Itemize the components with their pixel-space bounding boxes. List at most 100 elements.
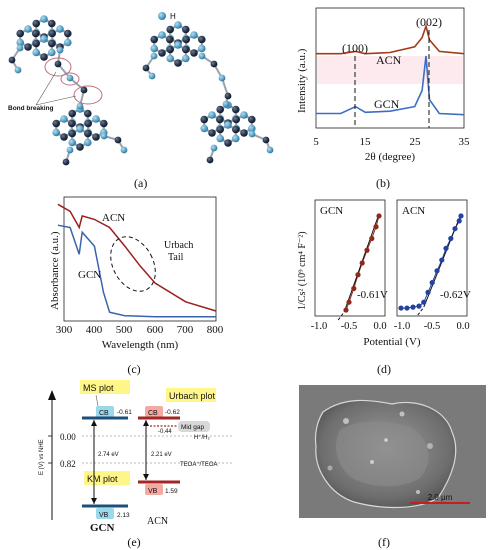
ms-plot-pointer <box>95 394 99 407</box>
mol-left-atom <box>66 146 74 154</box>
mol-left-atom <box>14 66 22 74</box>
h-legend-label: H <box>170 12 176 21</box>
energy-axis-arrow <box>48 390 56 400</box>
panel-c: ACN GCN Urbach Tail Absorbance (a.u.) 30… <box>49 196 224 376</box>
acn-vb-value: 1.59 <box>165 488 178 495</box>
xrd-x-ticks: 5 15 25 35 <box>313 136 470 148</box>
mol-left-atom <box>47 48 56 57</box>
mol-left-atom <box>16 44 24 52</box>
mol-left-atom <box>40 53 48 61</box>
acn-mid-gap-value: -0.44 <box>158 429 172 435</box>
panel-e: E (V) vs NHE 0.00 0.82 H⁺/H₂ TEOA⁺/TEOA … <box>39 380 232 549</box>
xrd-tick: 15 <box>360 136 372 148</box>
gcn-caption: GCN <box>90 522 115 534</box>
ms-acn-point <box>434 268 440 274</box>
mol-right-atom <box>206 156 214 164</box>
ms-acn-fit-extension <box>417 306 425 316</box>
acn-vb-label: VB <box>148 488 158 495</box>
ms-gcn-series <box>337 213 382 321</box>
energy-value-082: 0.82 <box>60 459 76 469</box>
mol-left-atom <box>92 133 100 141</box>
molecule-right <box>142 21 274 164</box>
mol-left-atom <box>16 38 25 47</box>
mol-right-atom <box>240 129 248 137</box>
peak-002-label: (002) <box>416 15 442 29</box>
mol-left-atom <box>68 138 77 147</box>
ms-gcn-point <box>364 247 370 253</box>
acn-gap-arrowhead-top <box>143 420 149 426</box>
ms-tick: -1.0 <box>394 321 411 332</box>
mol-right-atom <box>190 49 198 57</box>
mol-right-atom <box>150 52 158 60</box>
xrd-ylabel: Intensity (a.u.) <box>296 48 308 113</box>
mol-right-atom <box>190 31 198 39</box>
bond-arrow-1 <box>35 71 57 106</box>
sem-particle-core <box>336 421 429 487</box>
mol-right-atom <box>232 115 241 124</box>
mol-left-atom <box>92 115 100 123</box>
series-acn-label: ACN <box>376 53 402 67</box>
mol-left-atom <box>67 119 76 128</box>
absorbance-line-acn <box>57 203 217 312</box>
mol-right-atom <box>166 54 175 63</box>
gcn-vb-label: VB <box>99 512 109 519</box>
energy-value-0: 0.00 <box>60 432 76 442</box>
ms-acn-frame <box>396 199 468 317</box>
ms-acn-point <box>421 299 427 305</box>
ms-plot-badge <box>80 380 130 394</box>
ms-acn-point <box>416 303 422 309</box>
acn-gap-value: 2.21 eV <box>151 452 172 458</box>
ms-x-ticks: -1.0 -0.5 0.0 -1.0 -0.5 0.0 <box>311 321 470 332</box>
ms-acn-point <box>452 226 458 232</box>
mol-right-atom <box>200 115 209 124</box>
mol-right-atom <box>215 115 224 124</box>
acn-cb-box <box>145 406 163 417</box>
acn-cb-label: CB <box>148 410 158 417</box>
gcn-gap-arrowhead-top <box>91 420 97 426</box>
mol-right-atom <box>197 44 206 53</box>
mol-left-atom <box>83 129 92 138</box>
ms-acn-point <box>456 218 462 224</box>
mol-left-atom <box>100 132 108 140</box>
ms-xlabel: Potential (V) <box>363 336 420 348</box>
ms-gcn-point <box>351 285 357 292</box>
absorbance-xlabel: Wavelength (nm) <box>102 339 179 351</box>
mol-right-atom <box>247 124 256 133</box>
ms-gcn-point <box>359 260 365 266</box>
mol-left-atom <box>76 143 84 151</box>
acn-gap-arrowhead-bottom <box>143 474 149 480</box>
ms-acn-point <box>425 289 431 295</box>
ms-tick: -0.5 <box>424 321 441 332</box>
mol-right-atom <box>166 25 175 34</box>
mol-left-atom <box>40 35 48 43</box>
mol-right-atom <box>231 105 240 114</box>
ms-acn-point <box>410 304 416 310</box>
ms-acn-value: -0.62V <box>440 289 471 301</box>
mol-left-atom <box>83 109 92 118</box>
mol-left-atom <box>80 86 88 94</box>
ms-acn-point <box>429 280 435 286</box>
mol-right-atom <box>224 121 232 129</box>
ms-acn-point <box>458 213 464 219</box>
gcn-cb-label: CB <box>99 410 109 417</box>
xrd-plot-frame <box>315 7 465 129</box>
ms-acn-title: ACN <box>402 205 425 217</box>
mol-left-atom <box>63 38 72 47</box>
mid-gap-label: Mid gap <box>181 424 205 431</box>
mol-left-atom <box>63 29 72 38</box>
mol-left-atom <box>16 29 25 38</box>
bond-break-ring-3 <box>73 85 103 105</box>
mol-left-atom <box>66 74 74 82</box>
mol-left-atom <box>68 109 77 118</box>
mol-left-atom <box>114 136 122 144</box>
mol-left-atom <box>56 25 64 33</box>
sem-highlights <box>327 411 433 494</box>
gcn-cb-value: -0.61 <box>117 409 132 416</box>
mol-left-atom <box>40 15 48 23</box>
teoa-reference-label: TEOA⁺/TEOA <box>180 461 218 468</box>
gcn-cb-box <box>96 406 114 417</box>
mol-right-atom <box>182 35 191 44</box>
mol-right-atom <box>247 115 256 124</box>
ms-gcn-frame <box>314 199 386 317</box>
ms-gcn-title: GCN <box>320 205 343 217</box>
